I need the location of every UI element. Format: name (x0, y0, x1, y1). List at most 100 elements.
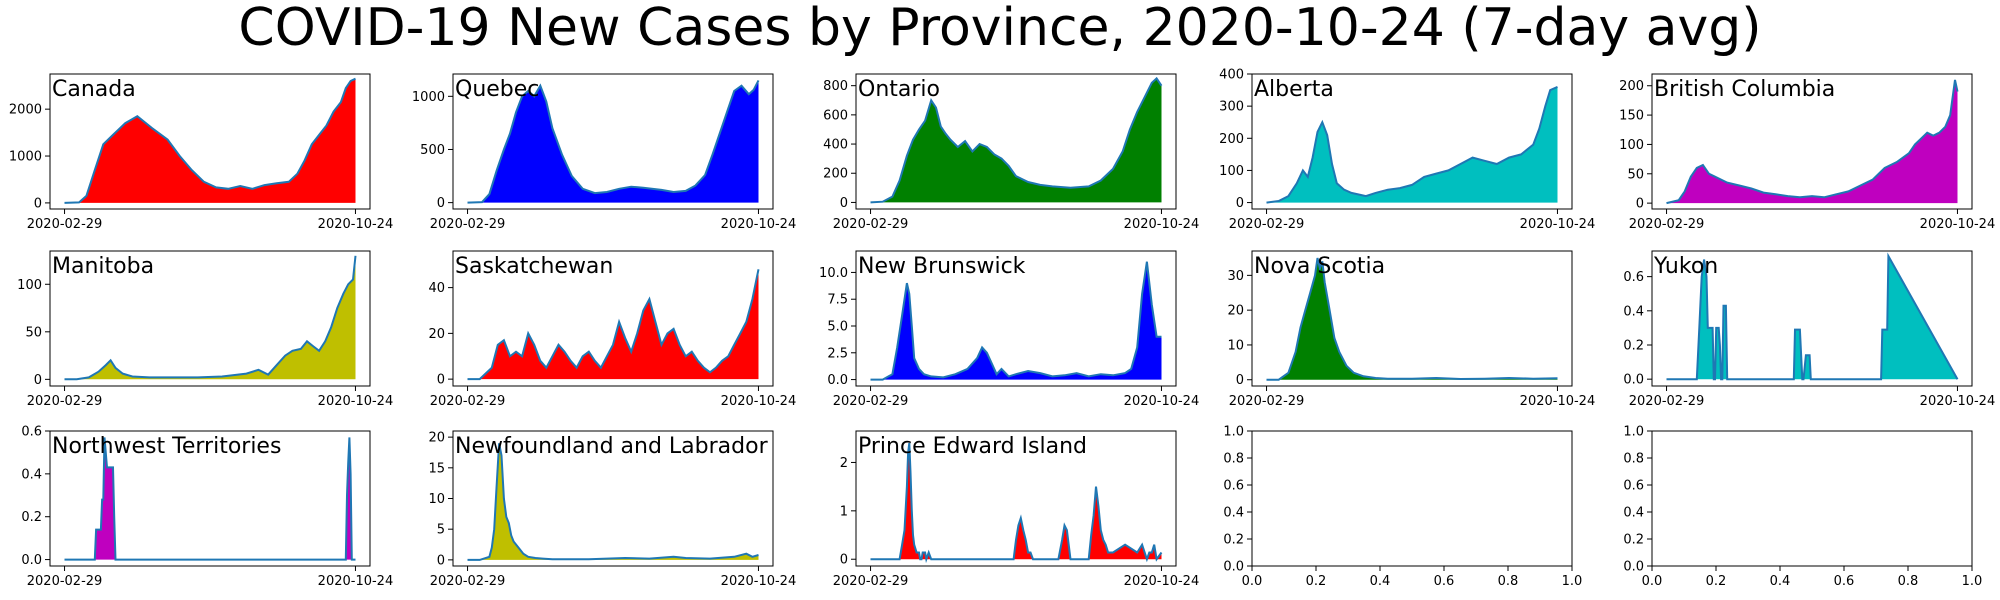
x-tick-label: 2020-02-29 (430, 574, 506, 589)
axes-frame (1651, 430, 1973, 567)
x-tick-label: 2020-02-29 (1629, 394, 1705, 409)
series-area (467, 80, 759, 203)
y-tick-label: 0.0 (1623, 560, 1644, 575)
axes-frame (855, 430, 1177, 567)
panel-british-columbia: 2020-02-29 2020-10-24 0 50 100 150 200 British … (1619, 73, 1996, 232)
series-line (64, 77, 356, 204)
panel-newfoundland-and-labrador: 2020-02-29 2020-10-24 0 5 10 15 20 Newfoundland… (428, 430, 796, 589)
y-tick-label: 1000 (412, 90, 445, 105)
axes-frame (1251, 250, 1573, 387)
y-tick-label: 0 (840, 196, 848, 211)
axes-frame (452, 430, 774, 567)
y-tick-label: 200 (1619, 79, 1644, 94)
panel-nova-scotia: 2020-02-29 2020-10-24 0 10 20 30 Nova Scotia (1227, 250, 1596, 409)
x-tick-label: 0.6 (1434, 574, 1455, 589)
y-tick-label: 40 (428, 281, 445, 296)
panel-title: Canada (52, 77, 136, 102)
series-line (467, 79, 760, 204)
x-tick-label: 0.2 (1706, 574, 1727, 589)
series-area (1266, 86, 1558, 203)
y-tick-label: 100 (17, 278, 42, 293)
y-tick-label: 1.0 (1623, 425, 1644, 440)
series-area (870, 261, 1162, 380)
y-tick-label: 0.4 (1623, 304, 1644, 319)
y-tick-label: 400 (1219, 68, 1244, 83)
y-tick-label: 5.0 (827, 320, 848, 335)
panel-alberta: 2020-02-29 2020-10-24 0 100 200 300 400 Alberta (1219, 68, 1595, 233)
y-tick-label: 300 (1219, 100, 1244, 115)
x-tick-label: 0.8 (1898, 574, 1919, 589)
y-tick-label: 0.2 (1223, 533, 1244, 548)
x-tick-label: 2020-10-24 (318, 574, 394, 589)
panel-empty-14: 0.0 0.2 0.4 0.6 0.8 1.0 0.0 0.2 0.4 0.6 0.8 1.0 (1623, 425, 1982, 590)
y-tick-label: 0.6 (1223, 479, 1244, 494)
y-tick-label: 50 (1627, 167, 1644, 182)
y-tick-label: 150 (1619, 109, 1644, 124)
x-tick-label: 2020-02-29 (430, 217, 506, 232)
axes-frame (1251, 73, 1573, 210)
x-tick-label: 2020-10-24 (1920, 394, 1996, 409)
y-tick-label: 0.4 (1623, 506, 1644, 521)
panel-title: New Brunswick (858, 254, 1026, 279)
axes-frame (1251, 430, 1573, 567)
panel-empty-13: 0.0 0.2 0.4 0.6 0.8 1.0 0.0 0.2 0.4 0.6 0.8 1.0 (1223, 425, 1582, 590)
y-tick-label: 600 (823, 108, 848, 123)
series-area (64, 78, 356, 203)
axes-frame (855, 250, 1177, 387)
series-line (870, 76, 1163, 204)
y-tick-label: 0.4 (1223, 506, 1244, 521)
axes-frame (49, 250, 371, 387)
panel-northwest-territories: 2020-02-29 2020-10-24 0.0 0.2 0.4 0.6 Northwes… (21, 425, 393, 590)
panel-title: Prince Edward Island (858, 434, 1087, 459)
y-tick-label: 2 (840, 456, 848, 471)
y-tick-label: 5 (437, 523, 445, 538)
x-tick-label: 2020-10-24 (1920, 217, 1996, 232)
y-tick-label: 0.8 (1223, 452, 1244, 467)
series-area (1666, 256, 1958, 380)
figure-title: COVID-19 New Cases by Province, 2020-10-… (238, 0, 1762, 58)
y-tick-label: 2.5 (827, 346, 848, 361)
x-tick-label: 2020-02-29 (833, 574, 909, 589)
y-tick-label: 800 (823, 79, 848, 94)
x-tick-label: 2020-10-24 (721, 217, 797, 232)
panel-saskatchewan: 2020-02-29 2020-10-24 0 20 40 Saskatchewan (428, 250, 797, 409)
panel-prince-edward-island: 2020-02-29 2020-10-24 0 1 2 Prince Edward Isl… (833, 430, 1199, 589)
x-tick-label: 2020-10-24 (721, 394, 797, 409)
y-tick-label: 20 (428, 431, 445, 446)
y-tick-label: 15 (428, 461, 445, 476)
axes-frame (49, 73, 371, 210)
y-tick-label: 20 (1227, 304, 1244, 319)
y-tick-label: 10 (428, 492, 445, 507)
series-area (467, 269, 759, 380)
x-tick-label: 2020-10-24 (1124, 394, 1200, 409)
x-tick-label: 2020-10-24 (1124, 217, 1200, 232)
x-tick-label: 2020-02-29 (833, 217, 909, 232)
panel-title: Manitoba (52, 254, 154, 279)
x-tick-label: 2020-10-24 (1520, 394, 1596, 409)
x-tick-label: 2020-10-24 (1520, 217, 1596, 232)
y-tick-label: 0.2 (1623, 533, 1644, 548)
y-tick-label: 10 (1227, 338, 1244, 353)
y-tick-label: 0.2 (1623, 338, 1644, 353)
x-tick-label: 0.4 (1370, 574, 1391, 589)
x-tick-label: 2020-02-29 (430, 394, 506, 409)
axes-frame (49, 430, 371, 567)
x-tick-label: 0.0 (1642, 574, 1663, 589)
y-tick-label: 0 (34, 373, 42, 388)
x-tick-label: 2020-02-29 (833, 394, 909, 409)
x-tick-label: 2020-10-24 (318, 217, 394, 232)
y-tick-label: 0 (437, 196, 445, 211)
y-tick-label: 0 (437, 373, 445, 388)
panel-title: Nova Scotia (1254, 254, 1385, 279)
y-tick-label: 0.6 (21, 425, 42, 440)
x-tick-label: 0.2 (1306, 574, 1327, 589)
axes-frame (1651, 250, 1973, 387)
y-tick-label: 0 (840, 553, 848, 568)
y-tick-label: 0.6 (1623, 270, 1644, 285)
y-tick-label: 50 (25, 325, 42, 340)
panel-yukon: 2020-02-29 2020-10-24 0.0 0.2 0.4 0.6 Yukon (1623, 250, 1996, 409)
y-tick-label: 0.0 (1623, 373, 1644, 388)
x-tick-label: 2020-02-29 (1229, 217, 1305, 232)
series-line (64, 255, 357, 381)
x-tick-label: 2020-02-29 (27, 394, 103, 409)
